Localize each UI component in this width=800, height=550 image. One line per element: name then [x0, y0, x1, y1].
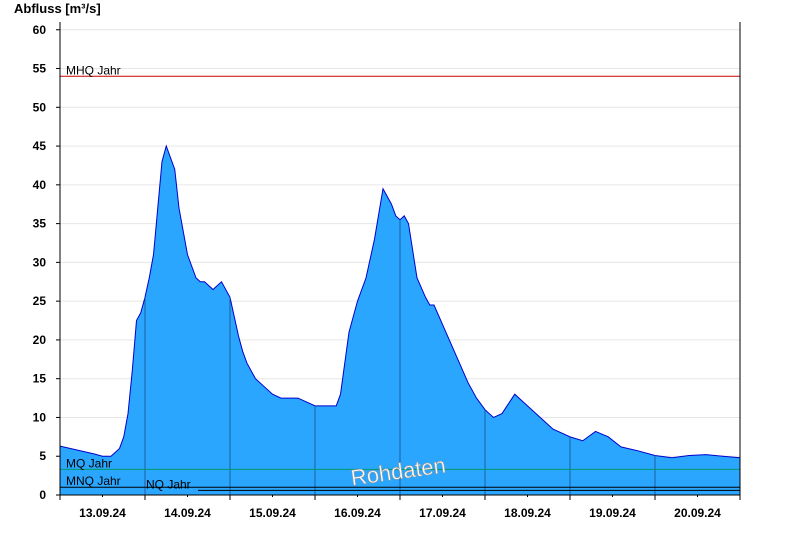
reference-lines: MHQ Jahr MQ Jahr MNQ Jahr NQ Jahr — [60, 63, 740, 491]
y-tick-label: 40 — [33, 178, 47, 192]
y-tick-label: 30 — [33, 255, 47, 269]
y-tick-labels: 0 5 10 15 20 25 30 35 40 45 50 55 60 — [33, 23, 60, 502]
x-tick-label: 15.09.24 — [249, 506, 296, 520]
ref-label-0: MHQ Jahr — [66, 63, 121, 77]
x-tick-labels: 13.09.24 14.09.24 15.09.24 16.09.24 17.09.24… — [59, 495, 741, 520]
x-tick-label: 14.09.24 — [164, 506, 211, 520]
x-tick-label: 19.09.24 — [589, 506, 636, 520]
y-tick-label: 45 — [33, 139, 47, 153]
y-tick-label: 55 — [33, 62, 47, 76]
y-tick-label: 50 — [33, 100, 47, 114]
discharge-line — [59, 144, 741, 459]
y-tick-label: 0 — [39, 488, 46, 502]
y-tick-label: 10 — [33, 410, 47, 424]
day-dividers — [144, 219, 656, 495]
y-tick-label: 60 — [33, 23, 47, 37]
y-tick-label: 35 — [33, 217, 47, 231]
x-tick-label: 18.09.24 — [504, 506, 551, 520]
ref-label-1: MQ Jahr — [66, 456, 112, 470]
x-tick-label: 13.09.24 — [79, 506, 126, 520]
y-tick-label: 5 — [39, 449, 46, 463]
y-tick-label: 20 — [33, 333, 47, 347]
y-tick-label: 15 — [33, 372, 47, 386]
y-axis-label: Abfluss [m³/s] — [14, 1, 101, 16]
ref-label-3: NQ Jahr — [146, 477, 191, 491]
x-tick-label: 16.09.24 — [334, 506, 381, 520]
ref-label-2: MNQ Jahr — [66, 474, 121, 488]
x-tick-label: 20.09.24 — [674, 506, 721, 520]
x-tick-label: 17.09.24 — [419, 506, 466, 520]
y-tick-label: 25 — [33, 294, 47, 308]
